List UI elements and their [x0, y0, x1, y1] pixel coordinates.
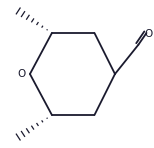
Text: O: O — [17, 69, 25, 79]
Text: O: O — [145, 29, 153, 39]
